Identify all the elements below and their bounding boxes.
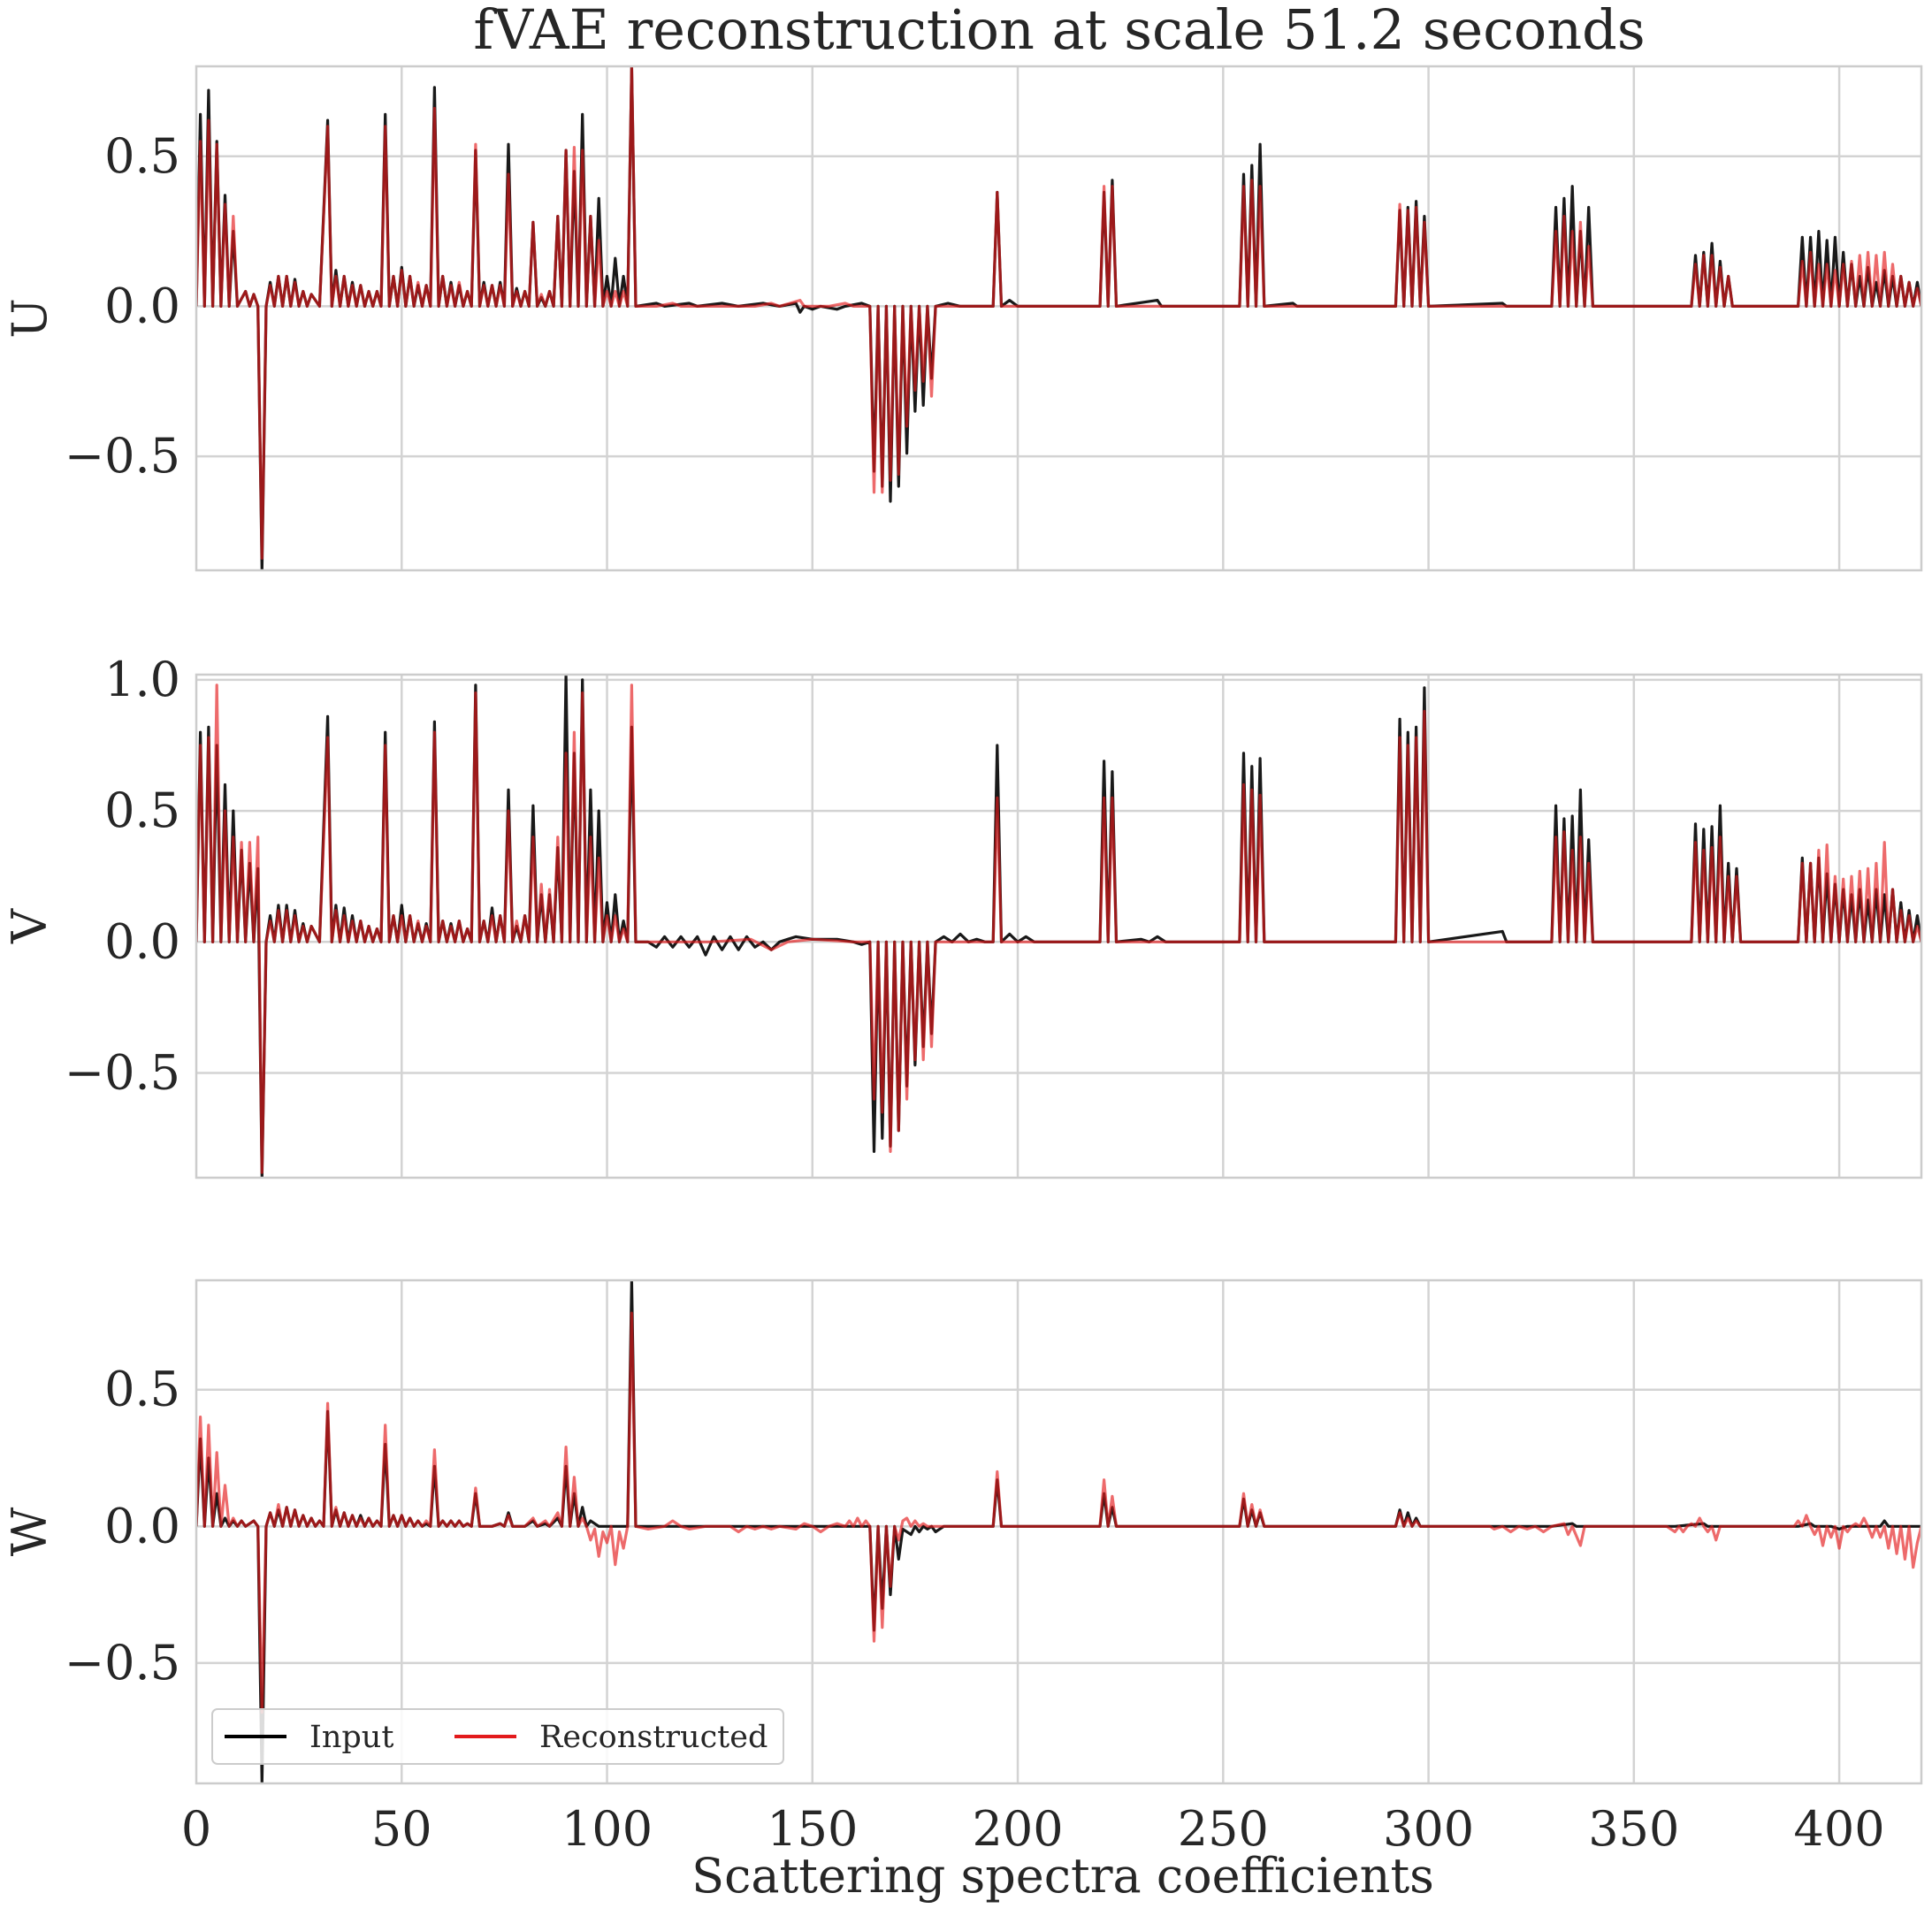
y-tick-label: −0.5 [65,1635,180,1691]
x-axis-label: Scattering spectra coefficients [691,1848,1434,1904]
axes-frame [195,673,1923,1179]
y-tick-label: 0.0 [104,1498,180,1553]
panel-w: 0.5 0.0 −0.5 W 0 50 100 150 200 250 300 350 400 [2,1279,1923,1857]
y-axis-label: V [2,908,57,944]
legend-label-input: Input [309,1720,393,1755]
y-tick-label: 0.5 [104,128,180,184]
series-line-reconstructed [196,1311,1921,1714]
axes-frame [195,65,1923,572]
legend-label-reconstructed: Reconstructed [539,1720,767,1755]
series-line-reconstructed [196,66,1921,560]
series-line-input [196,675,1921,1178]
panel-u: 0.5 0.0 −0.5 U [2,65,1923,572]
y-tick-label: 0.0 [104,278,180,333]
x-tick-label: 0 [181,1801,211,1857]
x-tick-label: 200 [973,1801,1064,1857]
series-line-input [196,1280,1921,1783]
axes-frame [195,1279,1923,1785]
x-tick-label: 350 [1588,1801,1679,1857]
x-tick-label: 50 [371,1801,432,1857]
series-group [196,675,1921,1178]
x-tick-label: 100 [561,1801,653,1857]
panel-v: 1.0 0.5 0.0 −0.5 V [2,652,1923,1179]
y-tick-label: 0.5 [104,1362,180,1417]
series-group [196,1280,1921,1783]
series-line-input [196,66,1921,570]
y-tick-label: −0.5 [65,1044,180,1100]
x-tick-label: 150 [767,1801,858,1857]
y-tick-label: 1.0 [104,652,180,707]
panels-layer: 0.5 0.0 −0.5 U 1.0 0.5 0.0 −0.5 V 0.5 0.0 −0.5 W 0 50 1… [2,65,1923,1857]
series-group [196,66,1921,570]
series-line-reconstructed [196,683,1921,1174]
y-tick-label: −0.5 [65,428,180,484]
y-tick-label: 0.5 [104,782,180,838]
x-tick-label: 400 [1794,1801,1885,1857]
x-tick-label: 300 [1383,1801,1474,1857]
y-tick-label: 0.0 [104,913,180,969]
legend: Input Reconstructed [211,1708,784,1765]
y-axis-label: W [2,1507,57,1556]
y-axis-label: U [2,298,57,339]
x-tick-label: 250 [1178,1801,1269,1857]
chart-title: fVAE reconstruction at scale 51.2 second… [473,0,1645,62]
